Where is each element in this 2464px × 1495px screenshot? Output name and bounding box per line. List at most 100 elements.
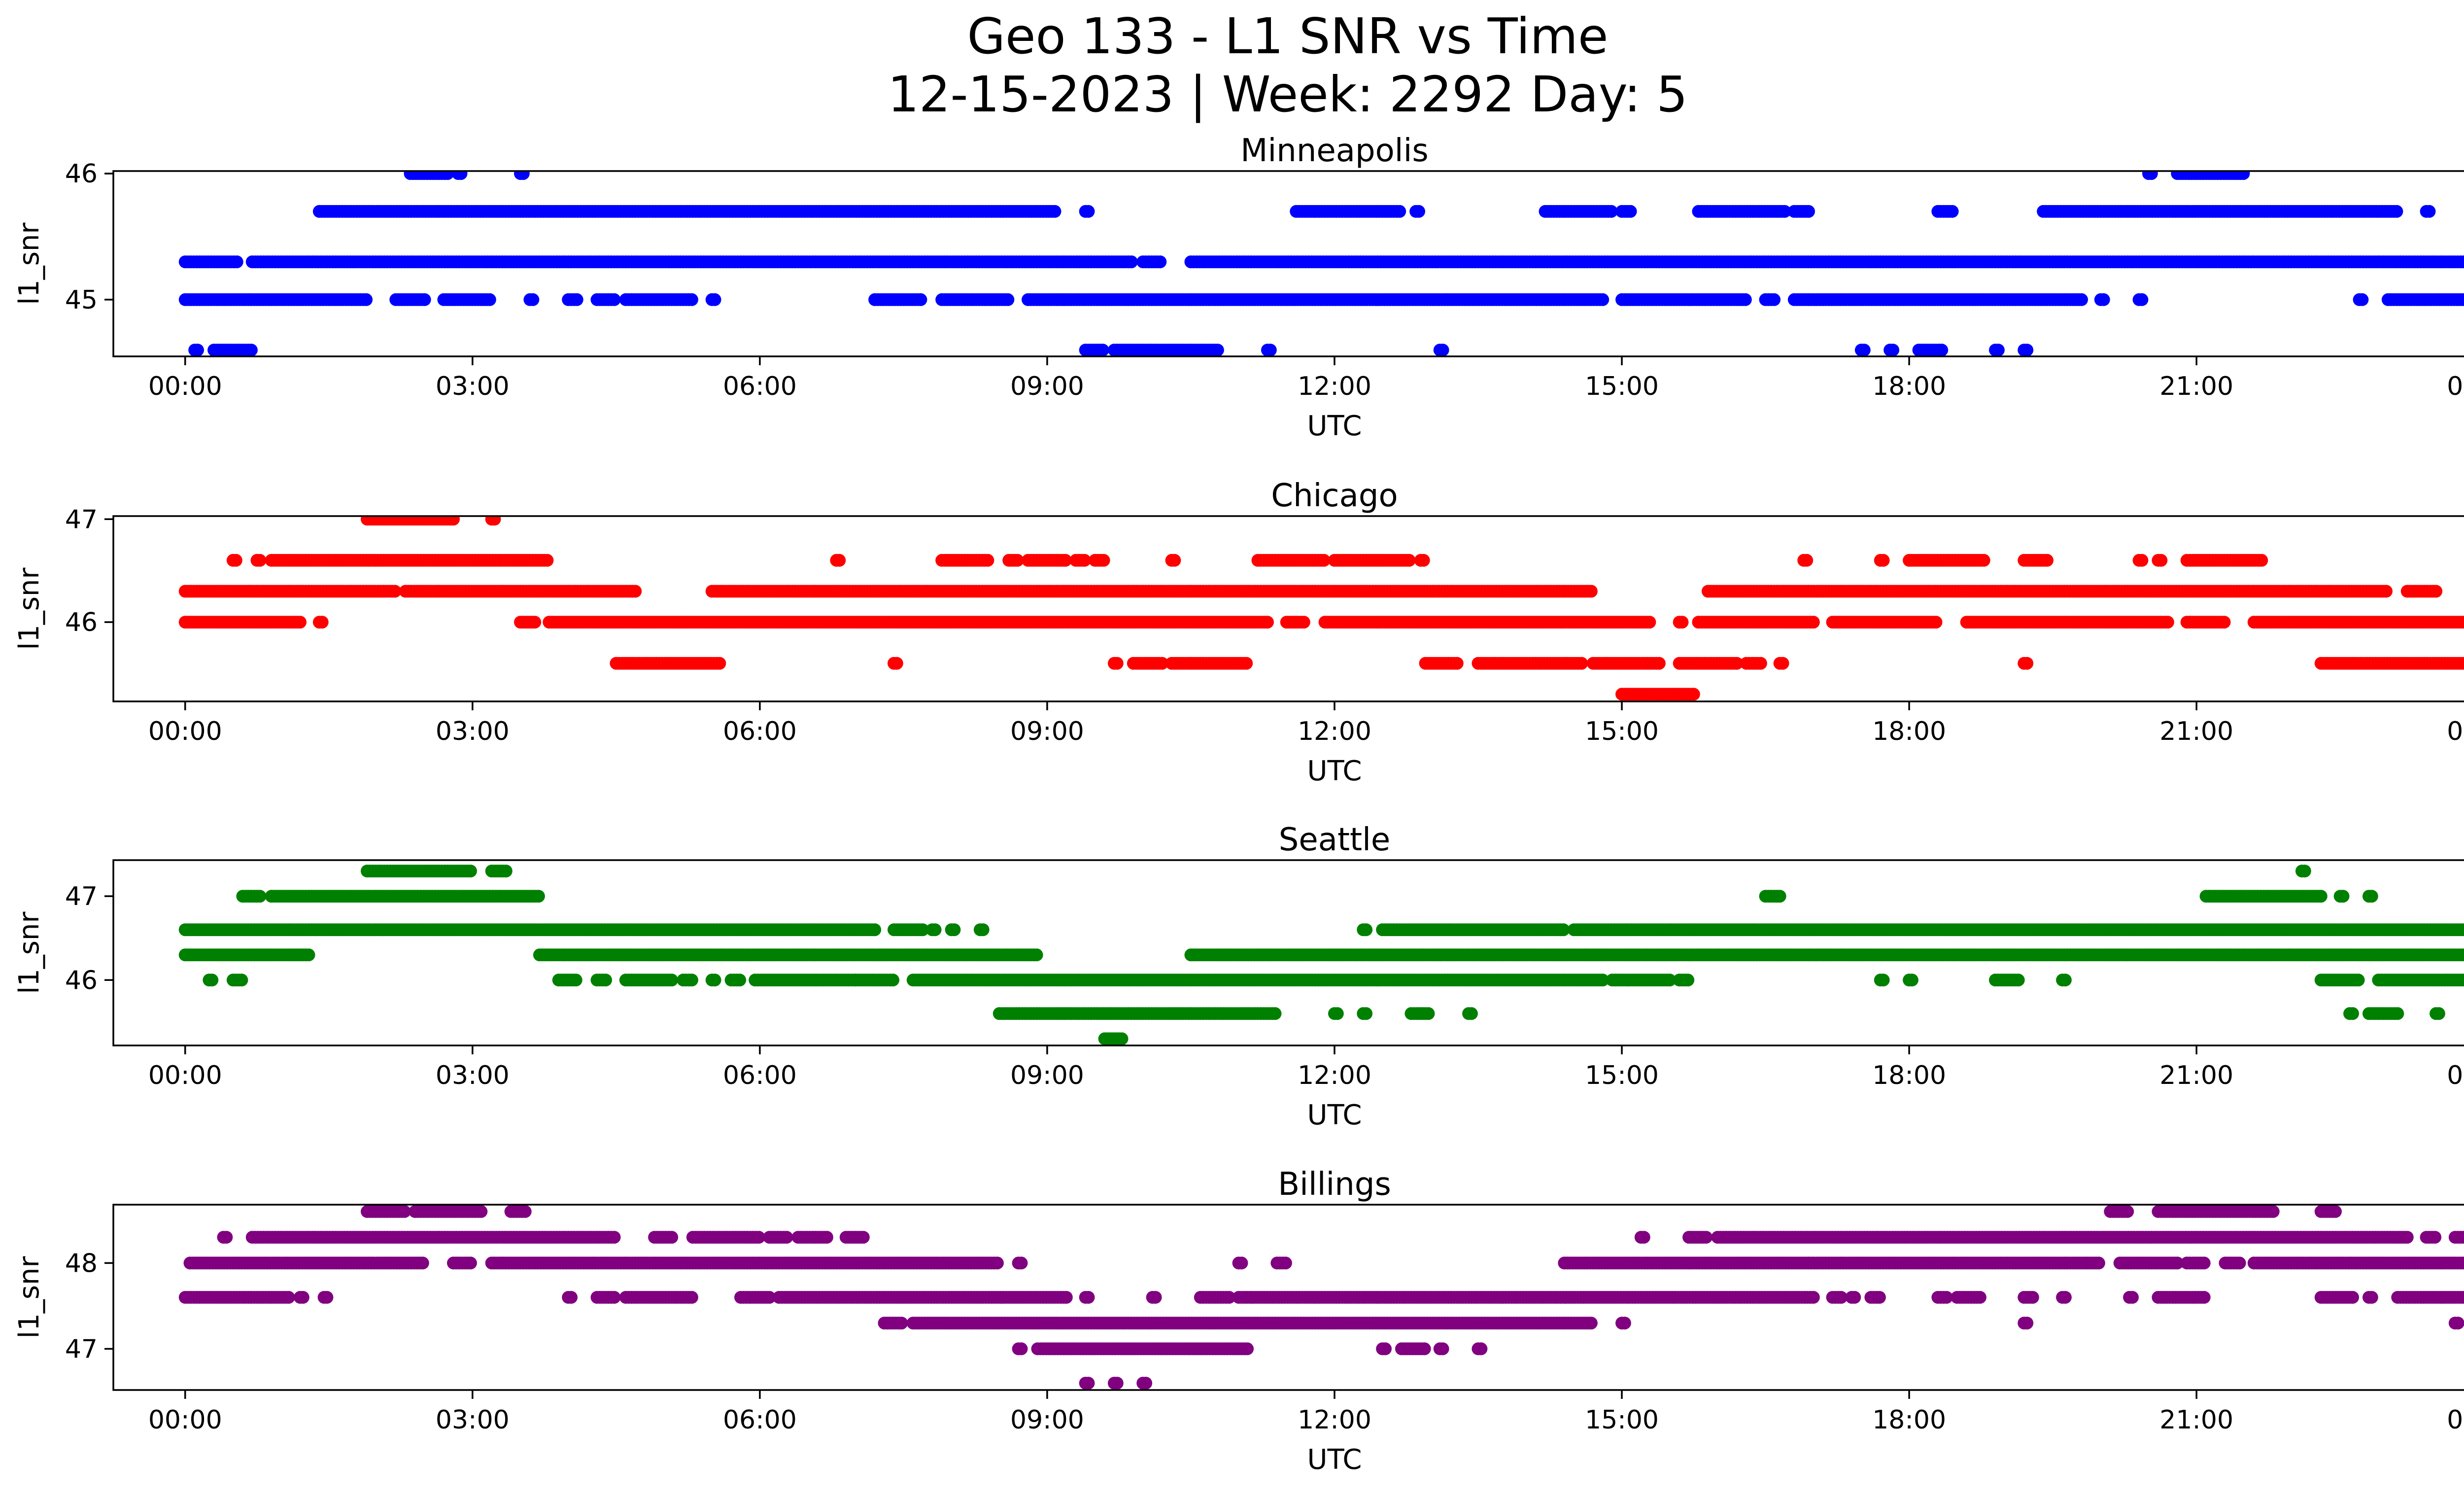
- x-tick-label: 15:00: [1585, 717, 1659, 746]
- data-point: [1730, 657, 1744, 670]
- scatter-series: [178, 516, 2464, 701]
- data-point: [447, 516, 460, 526]
- data-point: [2459, 293, 2464, 306]
- data-point: [1886, 344, 1900, 356]
- data-point: [1059, 554, 1072, 567]
- data-point: [302, 948, 315, 962]
- data-point: [1776, 657, 1789, 670]
- y-tick-label: 46: [65, 608, 98, 637]
- subplot-title: Minneapolis: [1240, 133, 1428, 169]
- data-point: [230, 255, 243, 269]
- data-point: [1078, 554, 1091, 567]
- data-point: [1778, 205, 1791, 218]
- data-point: [1097, 554, 1110, 567]
- data-point: [2356, 293, 2369, 306]
- data-point: [1807, 616, 1820, 629]
- data-point: [1110, 657, 1124, 670]
- data-point: [1652, 657, 1666, 670]
- x-tick-label: 06:00: [723, 372, 797, 401]
- data-point: [2460, 616, 2464, 628]
- data-point: [1643, 616, 1656, 629]
- data-point: [1596, 293, 1609, 306]
- x-tick-label: 00:00: [148, 717, 222, 746]
- data-point: [2020, 344, 2034, 356]
- data-point: [315, 616, 329, 629]
- data-point: [483, 293, 496, 306]
- data-point: [388, 585, 402, 598]
- data-point: [1211, 344, 1224, 356]
- x-tick-label: 03:00: [436, 717, 510, 746]
- data-point: [2460, 256, 2464, 268]
- data-point: [1082, 205, 1095, 218]
- data-point: [2145, 171, 2158, 180]
- data-point: [1403, 554, 1416, 567]
- data-point: [1991, 344, 2005, 356]
- data-point: [1048, 205, 1061, 218]
- data-point: [1624, 205, 1637, 218]
- data-point: [1584, 585, 1598, 598]
- data-point: [608, 293, 621, 306]
- data-point: [2462, 295, 2464, 305]
- data-point: [2075, 293, 2088, 306]
- x-tick-label: 21:00: [2159, 372, 2233, 401]
- data-point: [2461, 658, 2464, 669]
- x-tick-label: 00:00: [148, 372, 222, 401]
- data-point: [441, 171, 454, 180]
- data-point: [253, 554, 267, 567]
- data-point: [1768, 293, 1781, 306]
- x-tick-label: 09:00: [1010, 717, 1084, 746]
- data-point: [1929, 616, 1943, 629]
- data-point: [1436, 344, 1449, 356]
- data-point: [1450, 657, 1464, 670]
- x-tick-label: 00:00: [2447, 372, 2464, 401]
- data-point: [868, 923, 882, 937]
- data-point: [916, 923, 929, 937]
- data-point: [1605, 205, 1618, 218]
- x-tick-label: 18:00: [1872, 372, 1946, 401]
- data-point: [1154, 255, 1167, 269]
- y-tick-label: 46: [65, 159, 98, 189]
- data-point: [2461, 924, 2464, 936]
- data-point: [629, 585, 642, 598]
- data-point: [914, 293, 927, 306]
- data-point: [2161, 616, 2174, 629]
- data-point: [713, 657, 726, 670]
- data-point: [360, 293, 373, 306]
- data-point: [2365, 890, 2378, 903]
- data-point: [1739, 293, 1752, 306]
- data-point: [418, 293, 431, 306]
- data-point: [1001, 293, 1015, 306]
- data-point: [1857, 344, 1871, 356]
- data-point: [2298, 865, 2311, 878]
- x-tick-label: 21:00: [2159, 717, 2233, 746]
- data-point: [1802, 205, 1815, 218]
- scatter-series: [178, 865, 2464, 1045]
- data-point: [1773, 890, 1786, 903]
- data-point: [2255, 554, 2268, 567]
- data-point: [1156, 657, 1169, 670]
- data-point: [2155, 554, 2168, 567]
- data-point: [1417, 554, 1430, 567]
- data-point: [948, 923, 961, 937]
- data-point: [981, 554, 994, 567]
- data-point: [488, 516, 501, 526]
- data-point: [685, 293, 698, 306]
- data-point: [2314, 890, 2327, 903]
- data-point: [1977, 554, 1990, 567]
- figure-title-line2: 12-15-2023 | Week: 2292 Day: 5: [888, 66, 1687, 123]
- data-point: [253, 890, 267, 903]
- data-point: [1754, 657, 1767, 670]
- data-point: [1557, 923, 1570, 937]
- data-point: [928, 923, 942, 937]
- scatter-series: [178, 171, 2464, 356]
- subplot-title: Seattle: [1279, 822, 1391, 858]
- data-point: [2237, 171, 2250, 180]
- x-tick-label: 15:00: [1585, 372, 1659, 401]
- data-point: [464, 865, 477, 878]
- data-point: [708, 293, 721, 306]
- data-point: [1297, 616, 1310, 629]
- data-point: [2135, 293, 2149, 306]
